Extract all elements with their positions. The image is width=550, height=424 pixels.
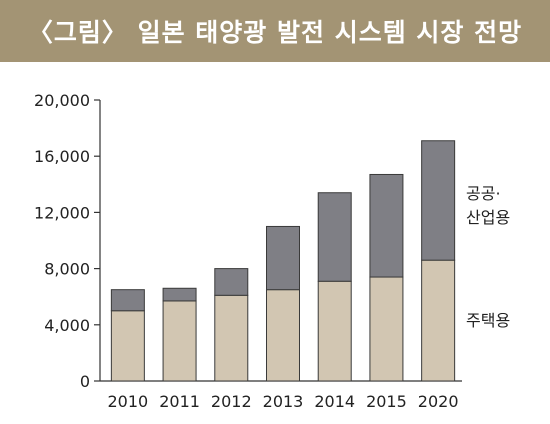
x-axis: 2010 2011 2012 2013 2014 2015 2020 bbox=[100, 380, 462, 411]
x-tick-label: 2011 bbox=[159, 392, 200, 411]
y-tick-label: 8,000 bbox=[44, 260, 90, 279]
bar-public-industrial-2012 bbox=[214, 268, 249, 296]
bar-residential-2012 bbox=[214, 294, 249, 382]
bar-public-industrial-2020 bbox=[421, 140, 456, 261]
y-axis: 0 4,000 8,000 12,000 16,000 20,000 bbox=[34, 91, 101, 391]
series-label-public-industrial-line1: 공공· bbox=[466, 184, 501, 203]
bar-residential-2020 bbox=[421, 259, 456, 382]
x-tick-label: 2020 bbox=[418, 392, 459, 411]
bar-residential-2015 bbox=[369, 276, 404, 382]
series-labels: 공공· 산업용 주택용 bbox=[466, 184, 510, 330]
y-tick-label: 20,000 bbox=[34, 91, 90, 110]
y-tick-label: 12,000 bbox=[34, 203, 90, 222]
bar-residential-2011 bbox=[162, 300, 197, 382]
bar-residential-2013 bbox=[266, 289, 300, 382]
chart-title: 〈그림〉 일본 태양광 발전 시스템 시장 전망 bbox=[27, 18, 523, 47]
bar-residential-2010 bbox=[110, 310, 145, 382]
bar-public-industrial-2015 bbox=[369, 173, 404, 278]
series-label-public-industrial-line2: 산업용 bbox=[466, 208, 510, 227]
x-tick-label: 2014 bbox=[314, 392, 355, 411]
x-tick-label: 2015 bbox=[366, 392, 407, 411]
y-tick-label: 16,000 bbox=[34, 147, 90, 166]
bar-public-industrial-2010 bbox=[110, 289, 145, 312]
x-tick-label: 2010 bbox=[107, 392, 148, 411]
x-tick-label: 2012 bbox=[211, 392, 252, 411]
bar-public-industrial-2013 bbox=[266, 225, 300, 291]
bars bbox=[110, 140, 456, 382]
y-tick-label: 0 bbox=[80, 372, 90, 391]
x-tick-label: 2013 bbox=[263, 392, 304, 411]
bar-public-industrial-2011 bbox=[162, 287, 197, 302]
chart-area: 0 4,000 8,000 12,000 16,000 20,000 2010 2011 20… bbox=[0, 62, 550, 420]
series-label-residential: 주택용 bbox=[466, 311, 510, 330]
y-tick-label: 4,000 bbox=[44, 316, 90, 335]
bar-public-industrial-2014 bbox=[317, 192, 352, 282]
bar-residential-2014 bbox=[317, 280, 352, 382]
chart-header: 〈그림〉 일본 태양광 발전 시스템 시장 전망 bbox=[0, 0, 550, 62]
